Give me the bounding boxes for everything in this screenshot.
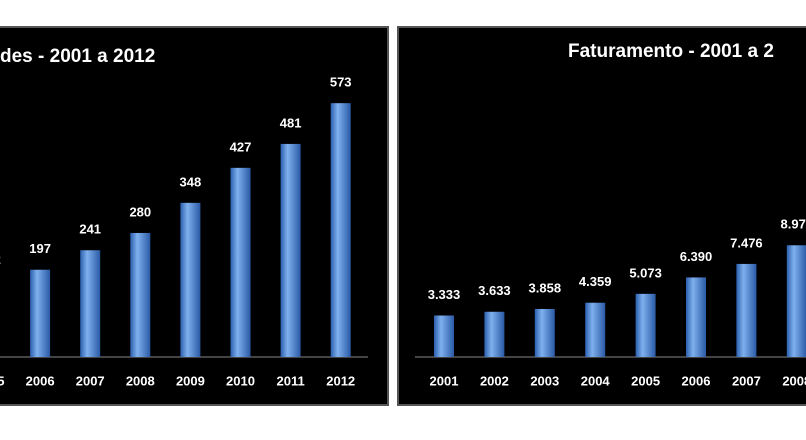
x-tick-label: 2001 [430, 373, 459, 388]
value-label: 3.333 [428, 287, 461, 302]
x-tick-label: 2005 [631, 373, 660, 388]
x-tick-label: 2005 [0, 373, 4, 388]
value-label: 4.359 [579, 274, 612, 289]
x-tick-label: 2011 [276, 373, 304, 388]
bar [434, 315, 454, 357]
bar [686, 277, 706, 357]
value-label: 6.390 [680, 249, 713, 264]
bar [280, 143, 301, 357]
value-label: 348 [180, 174, 202, 189]
x-tick-label: 2007 [76, 373, 105, 388]
value-label: 481 [280, 115, 302, 130]
value-label: 197 [29, 241, 51, 256]
value-label: 8.975 [781, 217, 806, 232]
value-label: 3.633 [478, 283, 511, 298]
x-tick-label: 2004 [581, 373, 611, 388]
value-label: 172 [0, 252, 1, 267]
bar [635, 293, 656, 357]
value-label: 5.073 [629, 265, 662, 280]
bar [130, 232, 151, 357]
value-label: 427 [230, 139, 252, 154]
bar [534, 308, 555, 357]
x-tick-label: 2009 [176, 373, 205, 388]
x-tick-label: 2010 [226, 373, 255, 388]
chart-title: Faturamento - 2001 a 2 [568, 41, 774, 62]
chart-title: des - 2001 a 2012 [0, 46, 155, 67]
chart-left: des - 2001 a 2012 172 2005 197 2006 241 2007 2… [0, 46, 368, 388]
value-label: 3.858 [529, 280, 562, 295]
bar [80, 250, 101, 357]
value-label: 280 [129, 204, 151, 219]
x-tick-label: 2003 [530, 373, 559, 388]
bar [585, 302, 606, 357]
value-label: 573 [330, 75, 352, 90]
x-tick-label: 2006 [26, 373, 55, 388]
x-tick-label: 2007 [732, 373, 761, 388]
x-tick-label: 2012 [326, 373, 355, 388]
bar [736, 263, 757, 357]
x-tick-label: 2002 [480, 373, 509, 388]
bar [230, 167, 251, 357]
value-label: 241 [79, 222, 101, 237]
value-label: 7.476 [730, 235, 763, 250]
x-tick-label: 2008 [782, 373, 806, 388]
x-tick-label: 2008 [126, 373, 155, 388]
bar [30, 269, 51, 357]
bar [330, 103, 351, 357]
bar [484, 311, 505, 357]
bar [786, 245, 806, 357]
chart-right: Faturamento - 2001 a 2 3.333 2001 3.633 200… [415, 41, 806, 388]
bar [180, 202, 201, 357]
x-tick-label: 2006 [682, 373, 711, 388]
